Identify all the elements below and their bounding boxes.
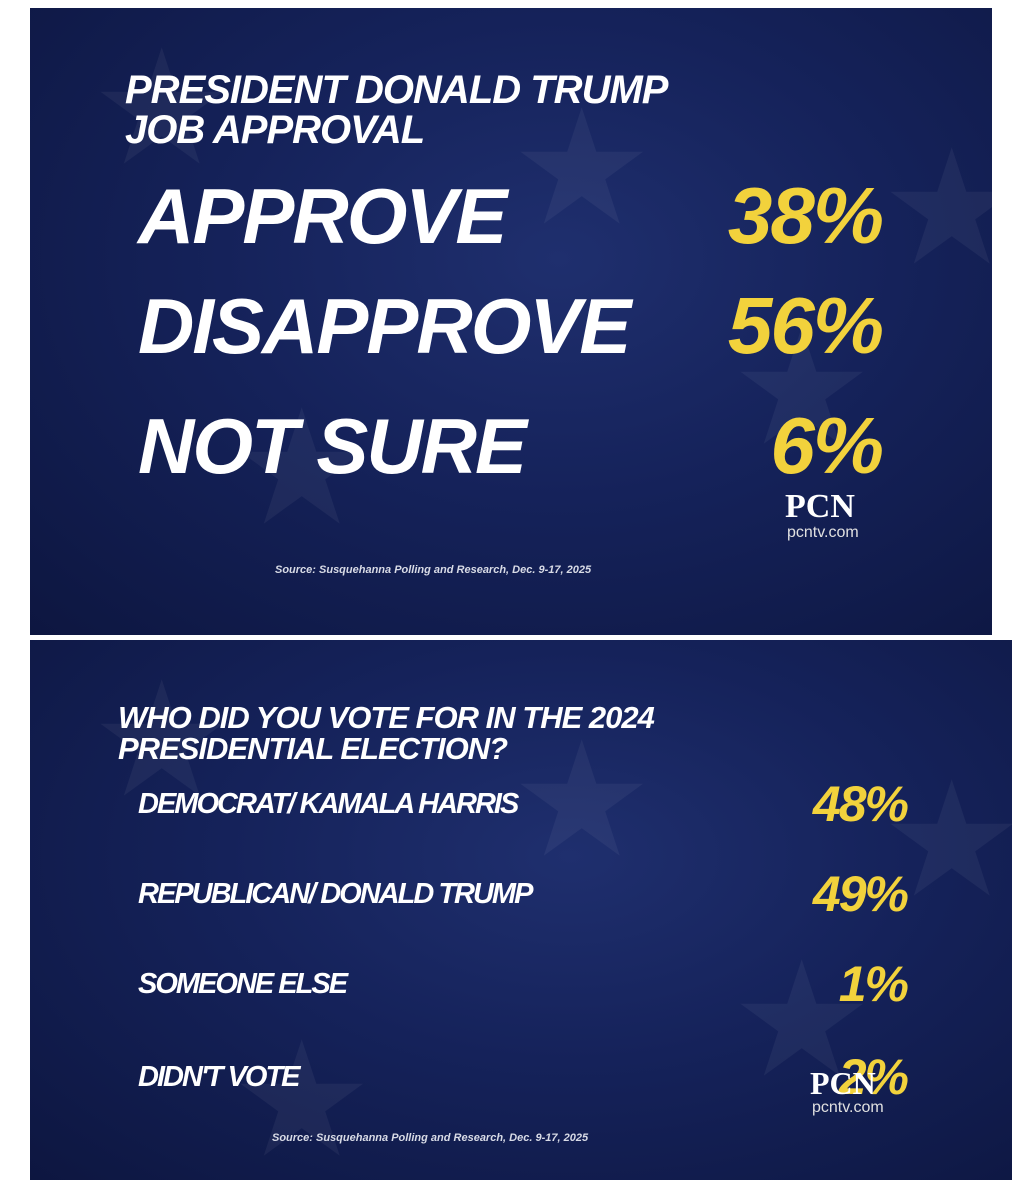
star-decoration: ★ [510, 78, 654, 257]
row-value: 2% [838, 1049, 909, 1105]
source: Source: Susquehanna Polling and Research… [275, 564, 592, 576]
row-value: 48% [812, 776, 909, 832]
row-label: DIDN'T VOTE [138, 1060, 301, 1093]
row-value: 6% [770, 401, 884, 490]
row-label: APPROVE [138, 172, 507, 261]
title-line: WHO DID YOU VOTE FOR IN THE 2024 [118, 700, 655, 735]
star-decoration: ★ [90, 650, 234, 829]
title-line: PRESIDENT DONALD TRUMP [125, 68, 668, 112]
row-label: SOMEONE ELSE [138, 967, 348, 1000]
title-line: PRESIDENTIAL ELECTION? [118, 731, 508, 766]
row-label: DISAPPROVE [138, 282, 631, 371]
logo: PCN [785, 488, 855, 525]
logo: PCN [810, 1065, 876, 1101]
panel: ★ ★ ★ ★ ★ WHO DID YOU VOTE FOR IN THE 2024 PRE… [30, 640, 1012, 1180]
star-decoration: ★ [730, 930, 874, 1109]
row-label: DEMOCRAT/ KAMALA HARRIS [138, 787, 519, 820]
row-value: 1% [838, 956, 909, 1012]
row-value: 38% [727, 171, 884, 260]
title-line: JOB APPROVAL [125, 108, 425, 152]
row-value: 56% [727, 281, 884, 370]
row-label: NOT SURE [138, 402, 527, 491]
star-decoration: ★ [880, 750, 1012, 929]
logo-url: pcntv.com [812, 1099, 884, 1116]
star-decoration: ★ [510, 710, 654, 889]
row-label: REPUBLICAN/ DONALD TRUMP [138, 877, 533, 910]
row-value: 49% [812, 866, 909, 922]
source: Source: Susquehanna Polling and Research… [272, 1132, 589, 1144]
star-decoration: ★ [880, 118, 992, 297]
star-decoration: ★ [90, 18, 234, 197]
star-decoration: ★ [230, 1010, 374, 1180]
star-decoration: ★ [230, 378, 374, 557]
panel: ★ ★ ★ ★ ★ PRESIDENT DONALD TRUMP JOB APPROVAL A… [30, 8, 992, 635]
star-decoration: ★ [730, 298, 874, 477]
logo-url: pcntv.com [787, 524, 859, 541]
